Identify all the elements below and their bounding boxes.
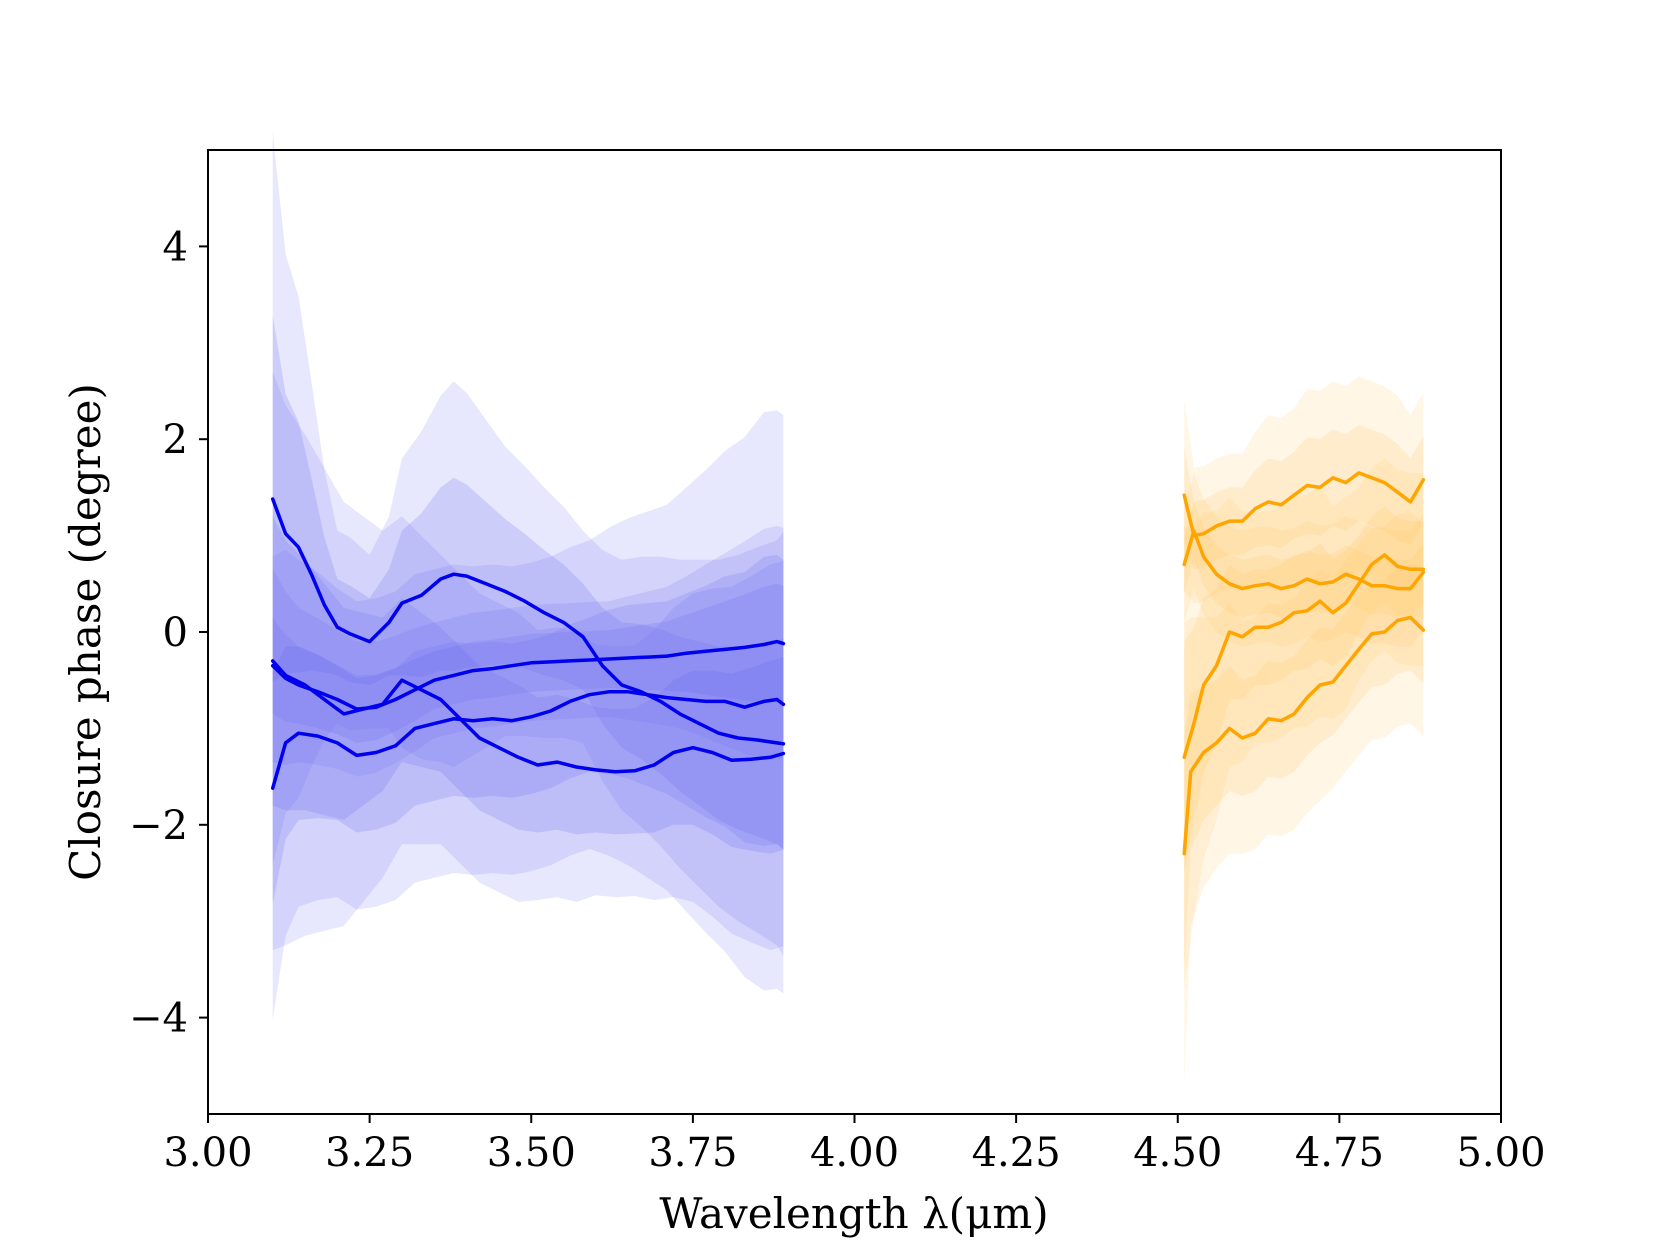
series-line-blue-1 xyxy=(270,497,786,746)
y-axis-label: Closure phase (degree) xyxy=(61,383,110,881)
band-blue-3-1sigma xyxy=(272,516,784,854)
series-line-blue-2 xyxy=(270,639,786,711)
x-tick-label: 4.00 xyxy=(810,1130,899,1176)
x-axis-label: Wavelength λ(μm) xyxy=(659,1189,1048,1238)
band-orange-6-2sigma xyxy=(1184,472,1424,647)
series-lines xyxy=(270,471,1426,856)
x-tick-label: 5.00 xyxy=(1456,1130,1545,1176)
x-tick-label: 3.75 xyxy=(648,1130,737,1176)
x-tick-label: 4.25 xyxy=(972,1130,1061,1176)
band-blue-2-2sigma xyxy=(272,526,784,777)
series-line-orange-5 xyxy=(1182,471,1426,538)
y-tick-label: −2 xyxy=(129,803,188,849)
y-tick-label: 0 xyxy=(163,610,188,656)
band-blue-4-2sigma xyxy=(272,410,784,1020)
series-line-orange-8 xyxy=(1182,615,1426,856)
band-orange-8-2sigma xyxy=(1184,511,1424,1086)
y-tick-label: −4 xyxy=(129,996,188,1042)
y-tick-label: 4 xyxy=(163,224,188,270)
x-tick-label: 4.75 xyxy=(1295,1130,1384,1176)
band-orange-7-1sigma xyxy=(1184,506,1424,873)
y-tick-label: 2 xyxy=(163,417,188,463)
band-orange-5-1sigma xyxy=(1184,424,1424,570)
x-tick-label: 3.50 xyxy=(487,1130,576,1176)
series-line-blue-3 xyxy=(270,659,786,774)
x-tick-label: 3.25 xyxy=(325,1130,414,1176)
band-blue-1-2sigma xyxy=(272,132,784,956)
y-axis: 4 2 0 −2 −4 xyxy=(129,224,208,1042)
series-line-orange-6 xyxy=(1182,529,1426,591)
band-orange-8-1sigma xyxy=(1184,564,1424,970)
series-line-orange-7 xyxy=(1182,553,1426,760)
band-blue-1-1sigma xyxy=(272,315,784,850)
band-orange-7-2sigma xyxy=(1184,458,1424,989)
band-blue-3-2sigma xyxy=(272,371,784,951)
x-tick-label: 3.00 xyxy=(163,1130,252,1176)
x-tick-label: 4.50 xyxy=(1133,1130,1222,1176)
series-line-blue-4 xyxy=(270,690,786,790)
band-blue-4-1sigma xyxy=(272,554,784,904)
uncertainty-bands xyxy=(272,132,1424,1086)
x-axis: 3.00 3.25 3.50 3.75 4.00 4.25 4.50 4.75 5.00 xyxy=(163,1114,1546,1176)
